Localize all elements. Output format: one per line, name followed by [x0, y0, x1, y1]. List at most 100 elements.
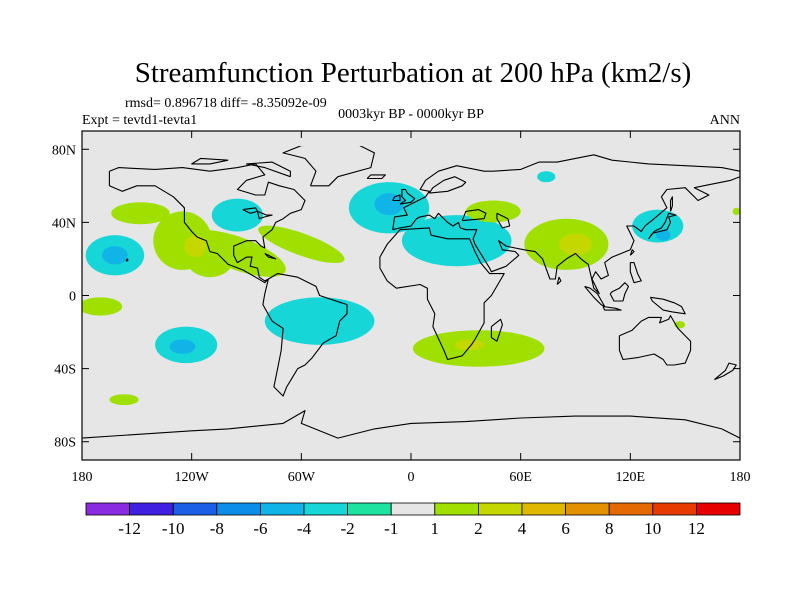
colorbar-box-3: [172, 502, 218, 516]
colorbar-box-11: [521, 502, 566, 516]
coastline-20: [629, 262, 642, 284]
x-tick-label-6: 120E: [616, 470, 646, 485]
contour-region-25: [537, 171, 556, 183]
x-tick-label-2: 120W: [175, 470, 210, 485]
chart-title: Streamfunction Perturbation at 200 hPa (…: [135, 57, 692, 89]
contour-region-12: [264, 297, 375, 345]
colorbar-box-13: [608, 502, 654, 516]
coastline-4: [392, 154, 740, 295]
map-plot-area: 180 120W 60W 0 60E 120E 180 80N 40N 0 40S 80S: [52, 130, 751, 485]
coastline-17: [264, 253, 277, 260]
contour-region-24: [454, 339, 485, 351]
x-tick-label-5: 60E: [509, 470, 532, 485]
coastline-10: [648, 212, 677, 240]
map-axes: 180 120W 60W 0 60E 120E 180 80N 40N 0 40S 80S: [52, 131, 751, 485]
coastline-18: [125, 258, 129, 262]
colorbar-box-9: [434, 502, 479, 516]
contour-region-5: [258, 225, 345, 264]
coastline-1: [108, 163, 306, 284]
coastline-16: [490, 318, 503, 342]
contour-region-1: [111, 202, 170, 225]
y-tick-label-5: 80S: [54, 436, 76, 451]
coastline-28: [428, 176, 467, 194]
y-tick-label-4: 40S: [54, 363, 76, 378]
contour-region-21: [632, 209, 684, 243]
coastline-14: [649, 296, 686, 315]
x-tick-label-7: 180: [730, 470, 751, 485]
contour-region-20: [559, 233, 592, 256]
colorbar-box-12: [565, 502, 610, 516]
coastline-12: [602, 305, 622, 311]
colorbar-label-7: -1: [384, 519, 398, 538]
contour-region-17: [401, 215, 512, 267]
coastline-5: [379, 227, 505, 361]
coastline-24: [256, 210, 273, 220]
coastline-19: [366, 174, 386, 180]
contour-region-16: [374, 193, 404, 216]
colorbar-box-5: [259, 502, 305, 516]
colorbar-label-3: -8: [210, 519, 224, 538]
coastline-2: [262, 273, 348, 397]
colorbar-label-11: 6: [561, 519, 570, 538]
contour-region-7: [211, 198, 263, 232]
coastlines: [82, 146, 740, 439]
colorbar-label-4: -6: [253, 519, 267, 538]
colorbar-label-10: 4: [518, 519, 527, 538]
coastline-8: [399, 188, 416, 205]
contour-region-22: [655, 229, 671, 241]
colorbar-label-13: 10: [644, 519, 661, 538]
coastline-3: [282, 146, 375, 187]
coastline-13: [609, 282, 630, 302]
coastline-21: [629, 249, 635, 256]
coastline-15: [714, 362, 737, 381]
center-subtitle: 0003kyr BP - 0000kyr BP: [338, 107, 484, 122]
contour-region-9: [102, 246, 128, 265]
y-tick-label-1: 80N: [52, 143, 76, 158]
y-tick-label-3: 0: [69, 290, 76, 305]
colorbar-box-4: [216, 502, 261, 516]
contour-region-18: [465, 200, 521, 223]
colorbar-box-10: [477, 502, 523, 516]
colorbar-label-5: -4: [297, 519, 312, 538]
left-subtitle: Expt = tevtd1-tevta1: [82, 113, 197, 128]
coastline-29: [461, 209, 487, 222]
contour-region-27: [732, 207, 740, 216]
colorbar-label-12: 8: [605, 519, 614, 538]
x-tick-label-3: 60W: [288, 470, 316, 485]
stats-label: rmsd= 0.896718 diff= -8.35092e-09: [125, 96, 327, 111]
coastline-23: [669, 196, 673, 212]
contour-region-11: [169, 339, 196, 354]
coastline-22: [556, 276, 562, 285]
coastline-26: [245, 161, 291, 178]
colorbar-box-2: [129, 502, 174, 516]
colorbar: -12 -10 -8 -6 -4 -2 -1 1 2 4 6 8 10 12: [85, 502, 741, 538]
colorbar-box-15: [696, 502, 741, 516]
coastline-27: [191, 157, 229, 165]
map-background: [82, 131, 740, 460]
colorbar-box-7: [347, 502, 392, 516]
contour-region-4: [188, 230, 286, 277]
colorbar-box-8: [390, 502, 436, 516]
y-tick-label-2: 40N: [52, 216, 76, 231]
colorbar-label-8: 1: [431, 519, 440, 538]
coastline-7: [82, 410, 740, 439]
x-tick-label-4: 0: [408, 470, 415, 485]
x-tick-label-1: 180: [72, 470, 93, 485]
colorbar-label-2: -10: [162, 519, 185, 538]
coastline-25: [242, 207, 259, 214]
contour-region-6: [184, 235, 207, 258]
colorbar-label-14: 12: [688, 519, 705, 538]
coastline-9: [392, 194, 401, 202]
colorbar-label-1: -12: [118, 519, 141, 538]
right-subtitle: ANN: [710, 113, 740, 128]
colorbar-box-14: [652, 502, 697, 516]
colorbar-box-1: [85, 502, 130, 516]
colorbar-label-9: 2: [474, 519, 483, 538]
coastline-6: [618, 315, 692, 366]
coastline-30: [496, 212, 511, 229]
contour-region-14: [109, 394, 139, 406]
contour-region-13: [82, 297, 123, 316]
colorbar-box-6: [303, 502, 348, 516]
colorbar-label-6: -2: [341, 519, 355, 538]
